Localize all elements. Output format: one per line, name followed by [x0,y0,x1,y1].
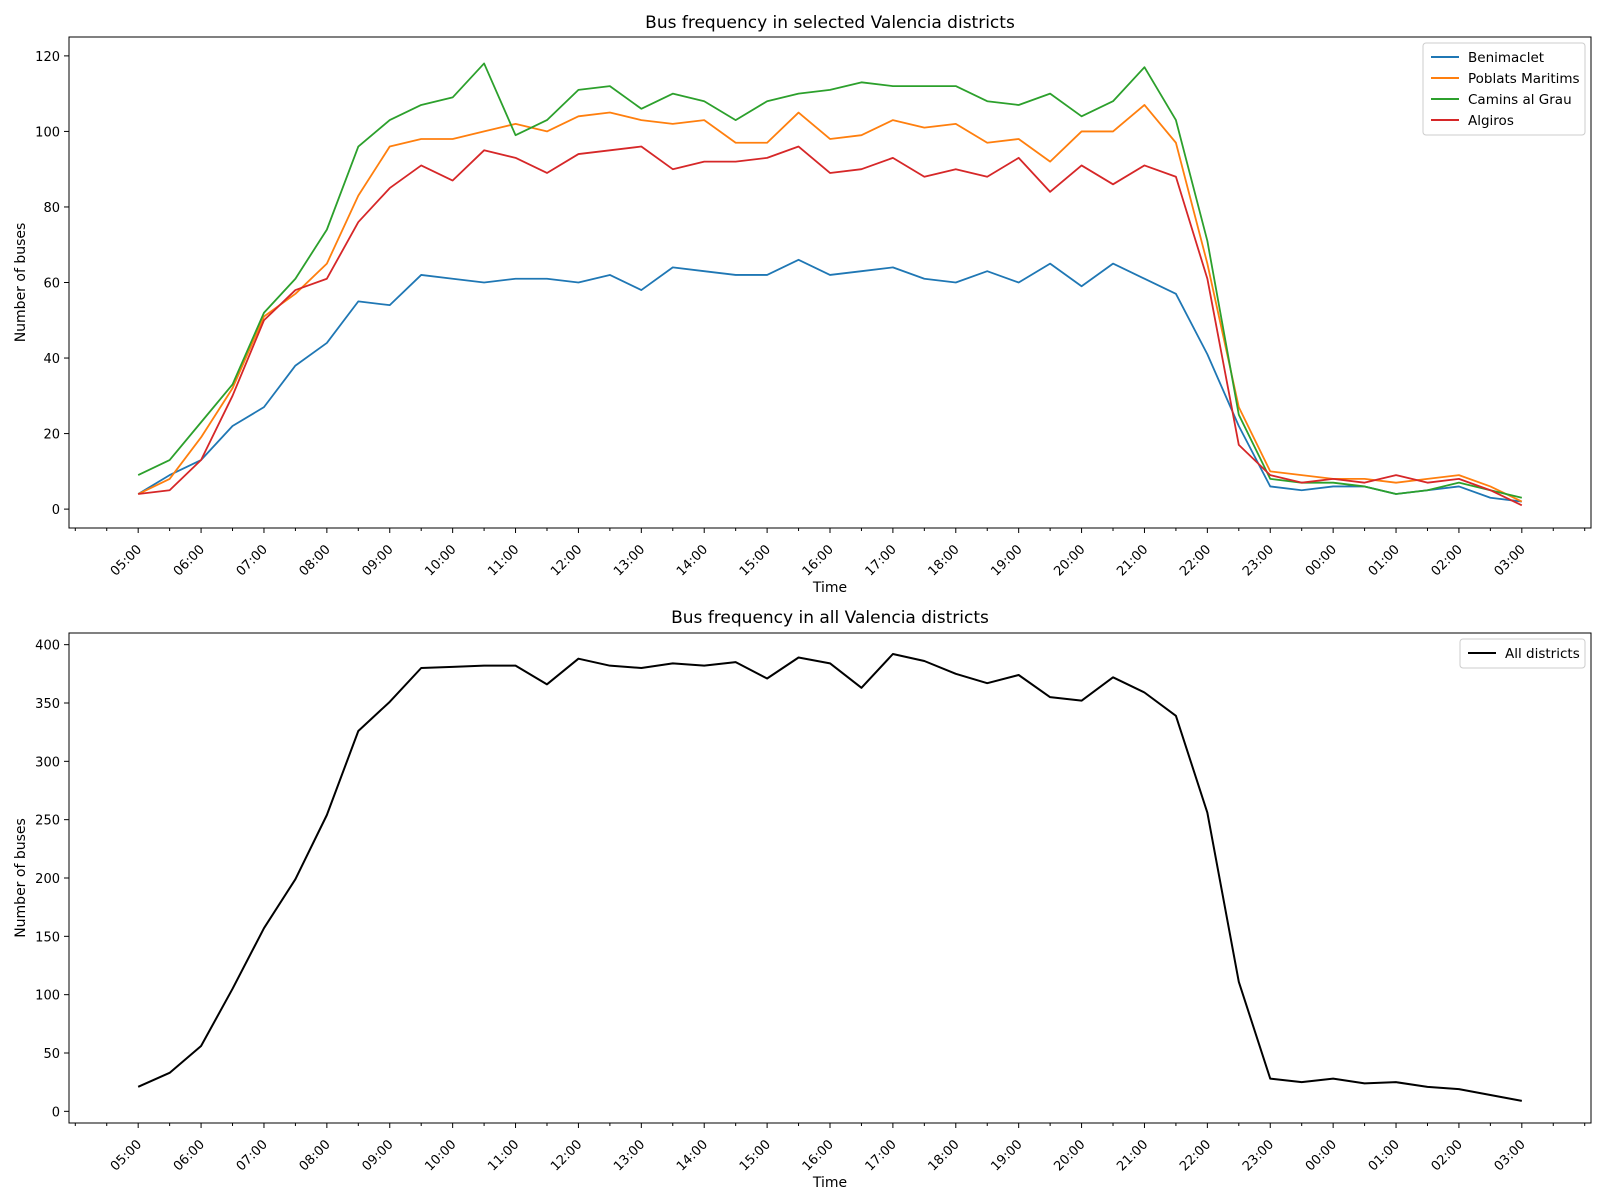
y-tick-label: 0 [52,1105,60,1120]
plot-frame [68,36,1592,529]
y-tick-label: 60 [43,277,60,292]
y-axis-label: Number of buses [13,223,29,343]
y-tick-label: 50 [43,1047,60,1062]
chart-title: Bus frequency in selected Valencia distr… [645,13,1015,33]
legend-box [1422,42,1586,136]
chart-title: Bus frequency in all Valencia districts [671,608,989,628]
legend-label: Benimaclet [1468,50,1544,66]
legend-label: Algiros [1468,113,1514,129]
legend-label: Camins al Grau [1468,92,1572,108]
series-line-camins-al-grau [137,62,1523,499]
y-tick-label: 100 [35,989,60,1004]
y-axis-ticks: 0 50 100 150 200 250 300 350 400 [35,639,69,1120]
y-tick-label: 150 [35,930,60,945]
y-tick-label: 120 [35,50,60,65]
series-lines [137,62,1523,507]
y-tick-label: 400 [35,639,60,654]
y-tick-label: 40 [43,352,60,367]
legend-label: Poblats Maritims [1468,71,1580,87]
series-line-benimaclet [137,258,1522,503]
y-axis-ticks: 0 20 40 60 80 100 120 [35,50,69,518]
x-axis-label: Time [812,580,847,596]
legend-box [1459,638,1586,669]
legend: Benimaclet Poblats Maritims Camins al Grau… [1422,42,1586,136]
series-line-all-districts [137,653,1523,1102]
y-tick-label: 0 [52,503,60,518]
y-tick-label: 200 [35,872,60,887]
y-tick-label: 250 [35,814,60,829]
y-axis-label: Number of buses [13,818,29,938]
legend: All districts [1459,638,1586,669]
y-tick-label: 20 [43,428,60,443]
plot-frame [68,632,1592,1124]
series-lines [137,653,1523,1102]
x-axis-label: Time [812,1175,847,1191]
series-line-poblats-maritims [137,104,1523,503]
series-line-algiros [138,145,1523,507]
y-tick-label: 80 [43,201,60,216]
legend-label: All districts [1505,646,1580,662]
y-tick-label: 350 [35,697,60,712]
y-tick-label: 100 [35,125,60,140]
y-tick-label: 300 [35,755,60,770]
